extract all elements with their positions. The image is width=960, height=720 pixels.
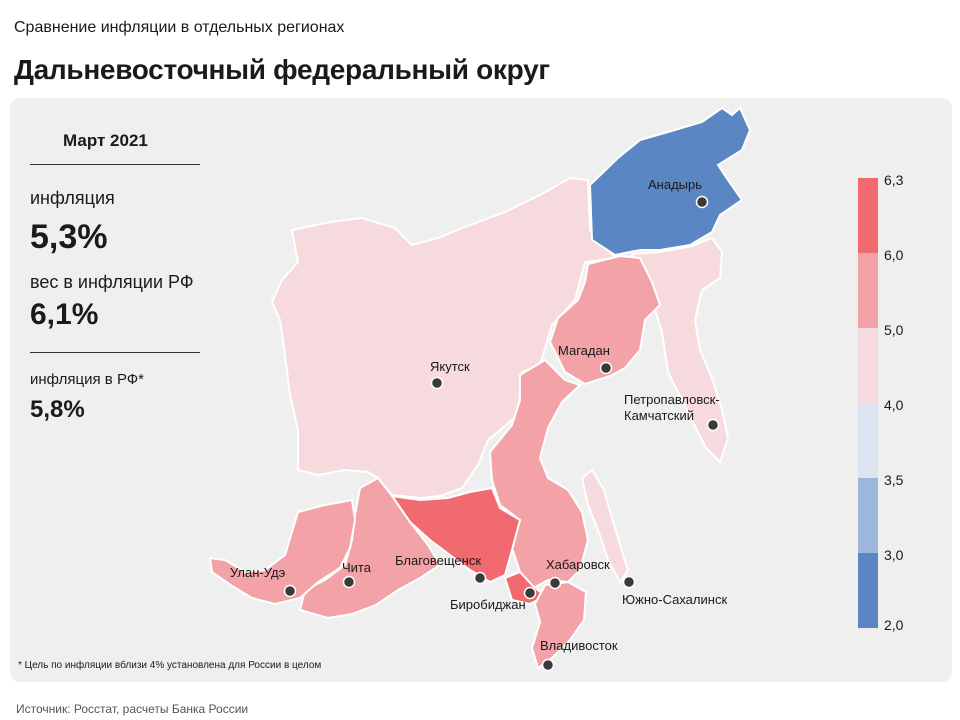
- inflation-label: инфляция: [30, 188, 115, 208]
- city-label-yuzhno-sakhalinsk: Южно-Сахалинск: [622, 592, 728, 607]
- color-legend: [858, 178, 878, 628]
- period-label: Март 2021: [63, 131, 148, 150]
- city-dot-petropavlovsk: [706, 418, 720, 432]
- city-label-yakutsk: Якутск: [430, 359, 470, 374]
- legend-seg-3-35: [858, 478, 878, 553]
- source-note: Источник: Росстат, расчеты Банка России: [16, 702, 249, 716]
- chart-title: Дальневосточный федеральный округ: [14, 54, 550, 85]
- region-zabaykalsky[interactable]: [298, 476, 442, 620]
- city-label-magadan: Магадан: [558, 343, 610, 358]
- inflation-value: 5,3%: [30, 218, 108, 256]
- legend-seg-2-3: [858, 553, 878, 628]
- legend-tick-1: 6,0: [884, 247, 904, 263]
- divider-top: [30, 164, 200, 165]
- weight-value: 6,1%: [30, 298, 99, 331]
- chart-subtitle: Сравнение инфляции в отдельных регионах: [14, 19, 345, 36]
- region-yakutia[interactable]: [270, 176, 618, 500]
- city-dot-magadan: [599, 361, 613, 375]
- region-sakhalin[interactable]: [580, 468, 630, 584]
- legend-seg-5-6: [858, 253, 878, 328]
- city-label-khabarovsk: Хабаровск: [546, 557, 610, 572]
- city-dot-chita: [342, 575, 356, 589]
- region-chukotka[interactable]: [588, 106, 752, 257]
- city-label-birobidzhan: Биробиджан: [450, 597, 526, 612]
- region-magadan[interactable]: [548, 254, 662, 386]
- legend-seg-35-4: [858, 403, 878, 478]
- city-dot-anadyr: [695, 195, 709, 209]
- city-label-chita: Чита: [342, 560, 371, 575]
- legend-seg-4-5: [858, 328, 878, 403]
- city-dot-vladivostok: [541, 658, 555, 672]
- legend-tick-2: 5,0: [884, 322, 904, 338]
- city-dot-yakutsk: [430, 376, 444, 390]
- city-label-petropavlovsk-1: Петропавловск-: [624, 392, 720, 407]
- region-amur[interactable]: [389, 486, 522, 584]
- legend-seg-6-63: [858, 178, 878, 253]
- divider-bottom: [30, 352, 200, 353]
- city-label-anadyr: Анадырь: [648, 177, 703, 192]
- city-dot-blagoveshchensk: [473, 571, 487, 585]
- city-dot-khabarovsk: [548, 576, 562, 590]
- rf-inflation-label: инфляция в РФ*: [30, 371, 145, 388]
- city-dot-yuzhno-sakhalinsk: [622, 575, 636, 589]
- rf-inflation-value: 5,8%: [30, 396, 85, 423]
- legend-tick-3: 4,0: [884, 397, 904, 413]
- weight-label: вес в инфляции РФ: [30, 272, 194, 292]
- city-label-vladivostok: Владивосток: [540, 638, 618, 653]
- region-primorye[interactable]: [530, 580, 588, 670]
- city-dot-ulan-ude: [283, 584, 297, 598]
- city-dot-birobidzhan: [523, 586, 537, 600]
- city-label-ulan-ude: Улан-Удэ: [230, 565, 286, 580]
- legend-tick-4: 3,5: [884, 472, 904, 488]
- city-label-petropavlovsk-2: Камчатский: [624, 408, 694, 423]
- city-label-blagoveshchensk: Благовещенск: [395, 553, 482, 568]
- region-buryatia[interactable]: [208, 498, 357, 606]
- legend-tick-5: 3,0: [884, 547, 904, 563]
- region-khabarovsk[interactable]: [488, 358, 590, 592]
- legend-tick-0: 6,3: [884, 172, 904, 188]
- legend-tick-6: 2,0: [884, 617, 904, 633]
- footnote: * Цель по инфляции вблизи 4% установлена…: [18, 660, 322, 671]
